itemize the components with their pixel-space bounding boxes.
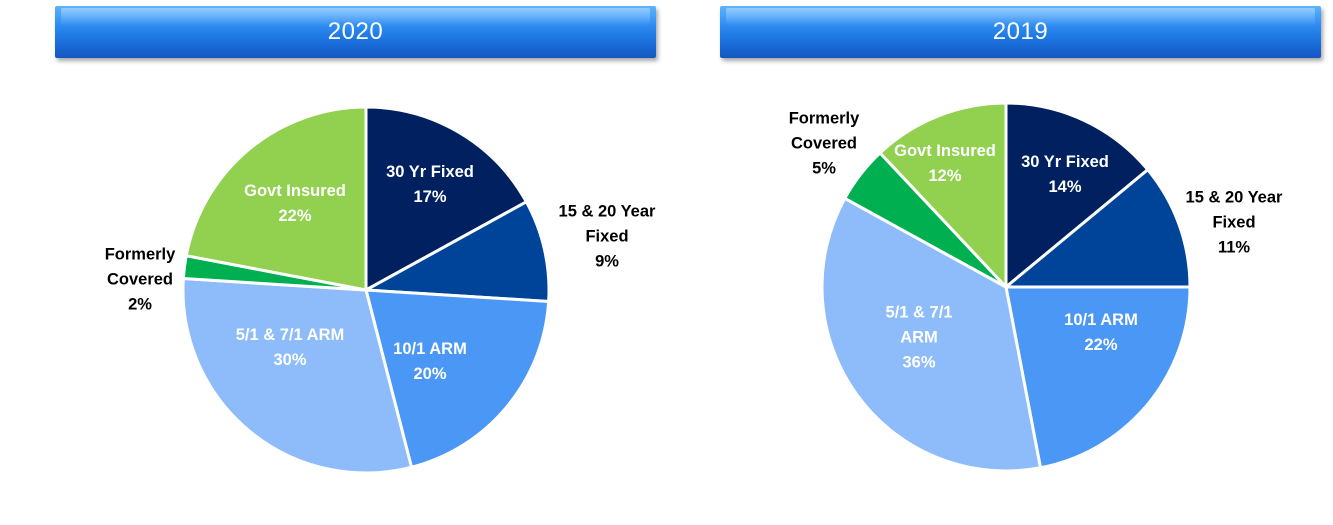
chart-title-banner-2020: 2020 — [55, 6, 656, 58]
slice-percent: 2% — [128, 295, 152, 313]
slice-percent: 9% — [595, 252, 619, 270]
slice-label: 10/1 ARM — [393, 340, 467, 358]
slice-label: Formerly — [789, 109, 860, 127]
slice-label: Govt Insured — [894, 142, 996, 160]
pie-slice — [364, 288, 551, 470]
pie-slice — [184, 105, 368, 292]
slice-percent: 36% — [902, 353, 935, 371]
slice-label: 15 & 20 Year — [559, 202, 657, 220]
slice-percent: 5% — [812, 159, 836, 177]
slice-label: 5/1 & 7/1 — [886, 303, 953, 321]
slice-label: 15 & 20 Year — [1186, 188, 1284, 206]
slice-percent: 14% — [1048, 178, 1081, 196]
slice-percent: 12% — [928, 167, 961, 185]
slice-percent: 20% — [413, 365, 446, 383]
slice-label: 10/1 ARM — [1064, 311, 1138, 329]
chart-title: 2019 — [992, 18, 1049, 45]
slice-label: Fixed — [1212, 213, 1255, 231]
slice-label: 30 Yr Fixed — [386, 163, 474, 181]
pie-slice — [1004, 285, 1192, 470]
pie-slice — [820, 196, 1043, 473]
pie-2020: 30 Yr Fixed 17% 15 & 20 Year Fixed 9% 10/1 AR… — [105, 105, 657, 475]
slice-percent: 30% — [273, 351, 306, 369]
chart-title: 2020 — [327, 18, 384, 45]
slice-label: 30 Yr Fixed — [1021, 153, 1109, 171]
slice-percent: 17% — [413, 188, 446, 206]
pie-slice — [360, 199, 551, 304]
slice-label: Fixed — [585, 227, 628, 245]
pie-slice — [877, 101, 1008, 291]
slice-label: Formerly — [105, 245, 176, 263]
pie-slice — [1004, 101, 1150, 291]
pie-slice — [364, 105, 529, 293]
slice-percent: 22% — [278, 207, 311, 225]
pie-slice — [1001, 167, 1192, 289]
slice-label: Govt Insured — [244, 182, 346, 200]
slice-percent: 11% — [1218, 238, 1250, 256]
slice-label: Covered — [791, 134, 857, 152]
pie-2019: 30 Yr Fixed 14% 15 & 20 Year Fixed 11% 10/1 A… — [789, 101, 1284, 473]
slice-label: 5/1 & 7/1 ARM — [236, 326, 345, 344]
slice-label: ARM — [900, 328, 938, 346]
slice-label: Covered — [107, 270, 173, 288]
chart-title-banner-2019: 2019 — [720, 6, 1321, 58]
slice-percent: 22% — [1084, 336, 1117, 354]
pie-slice — [181, 276, 414, 475]
